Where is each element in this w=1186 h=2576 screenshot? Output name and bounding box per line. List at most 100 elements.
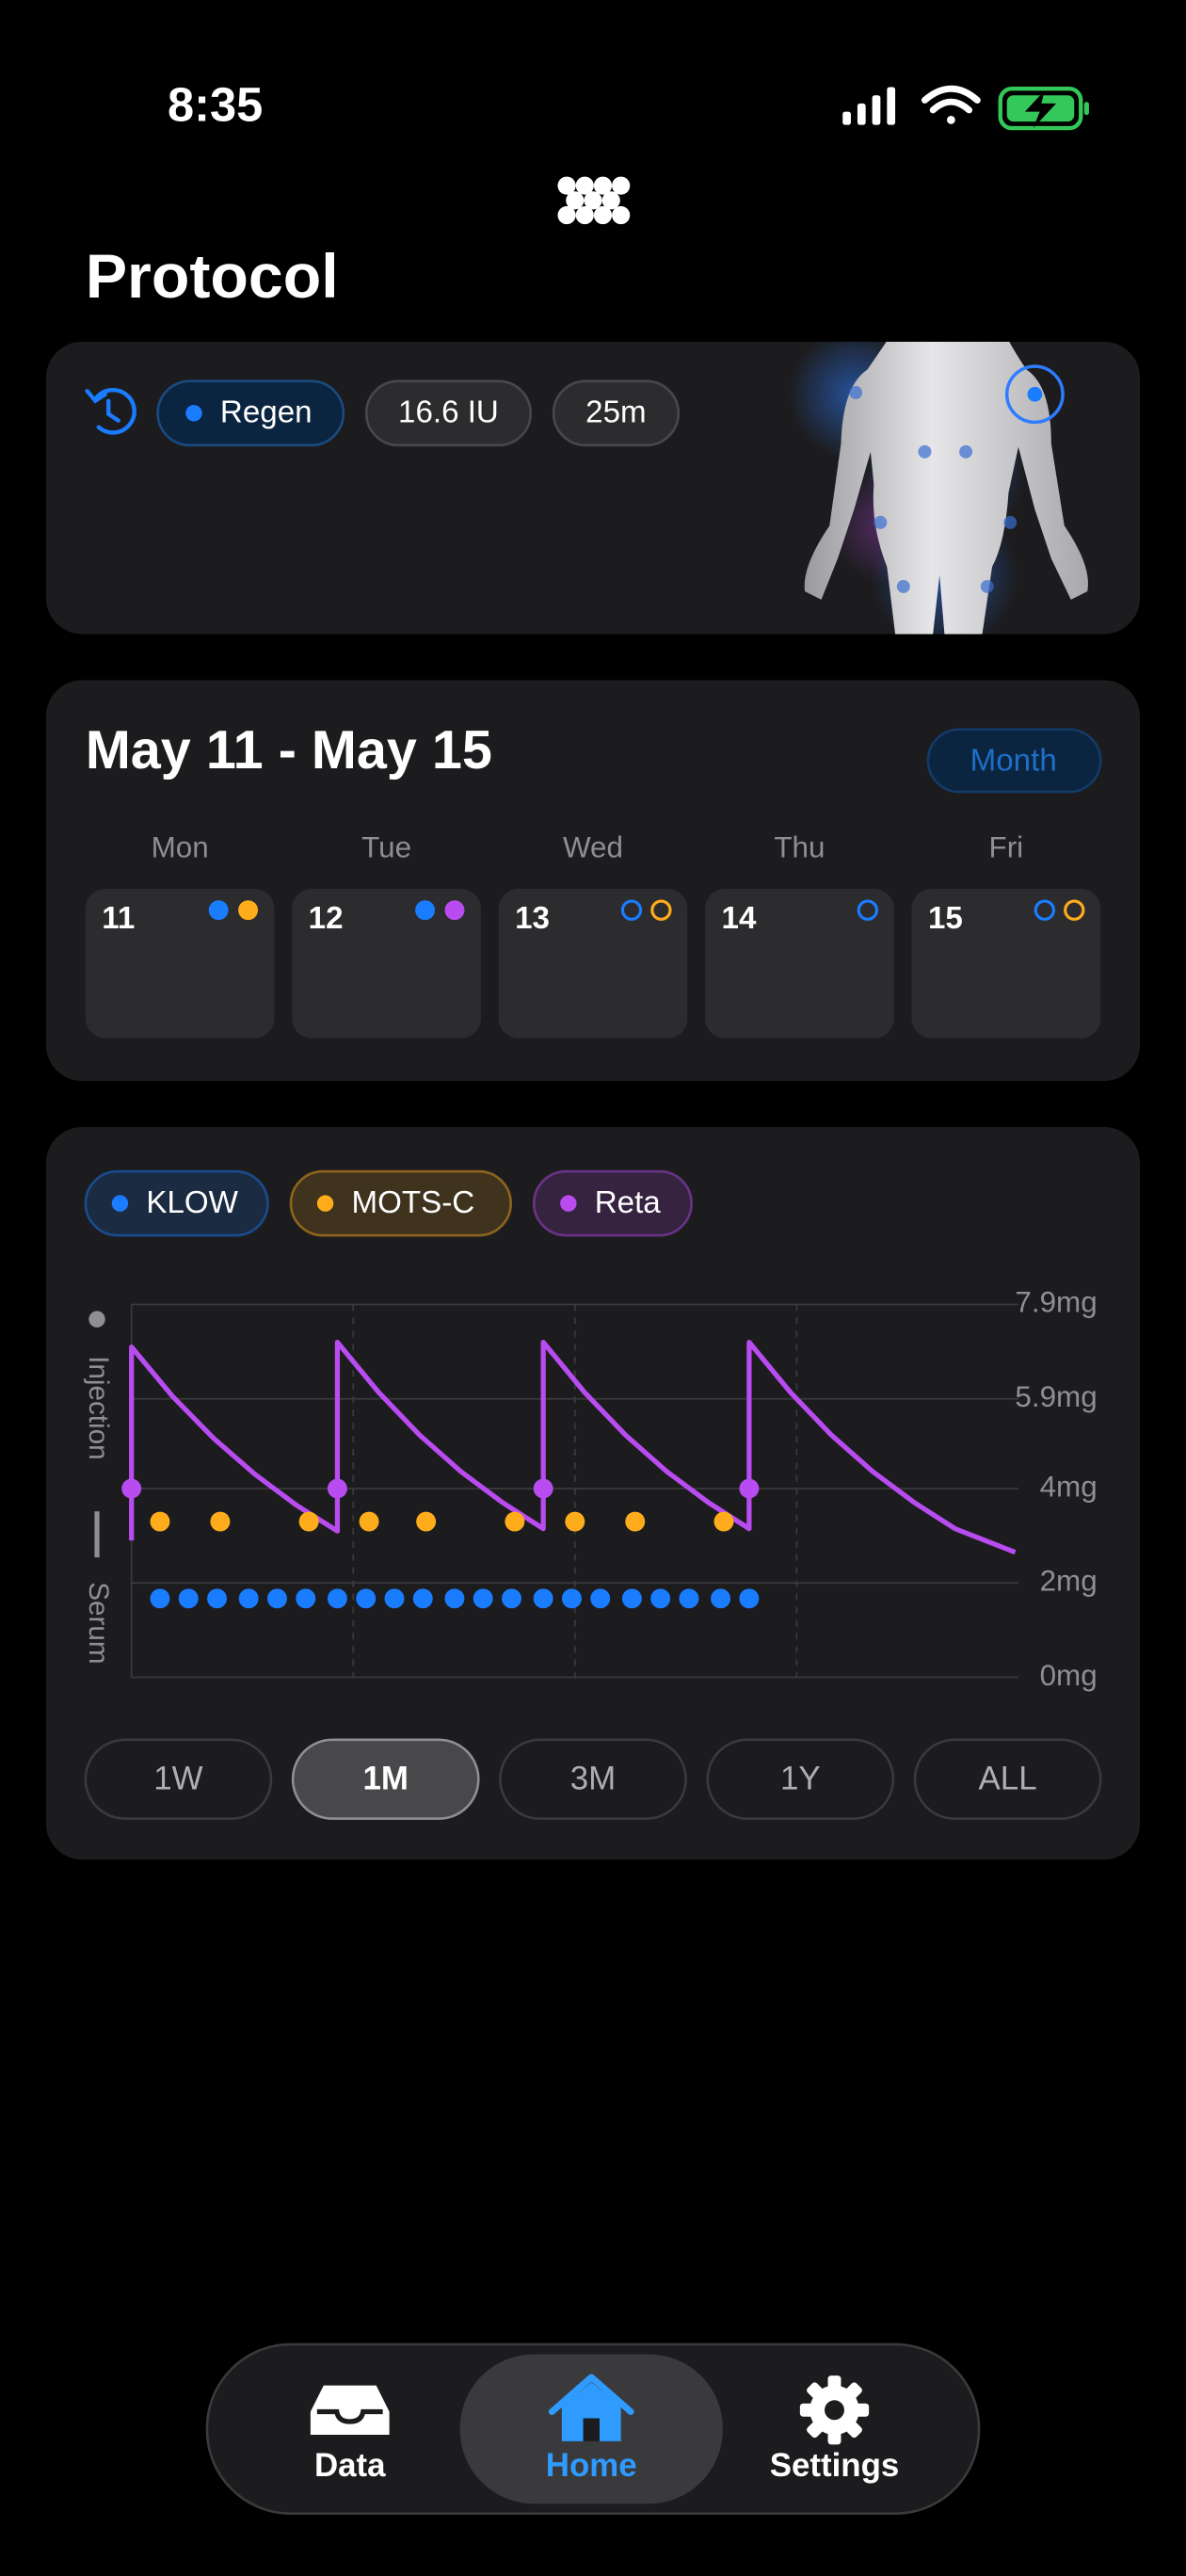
dose-dot: [384, 1588, 405, 1609]
day-number: 14: [722, 901, 757, 936]
dose-dot: [650, 1588, 671, 1609]
weekday-label: Mon: [152, 830, 209, 863]
day-cell[interactable]: [292, 888, 481, 1038]
weekday-label: Thu: [774, 830, 825, 863]
day-marker: [208, 900, 229, 921]
weekday-label: Wed: [563, 830, 623, 863]
inbox-icon[interactable]: [310, 2385, 390, 2435]
day-marker: [857, 899, 879, 921]
body-figure: [788, 341, 1088, 635]
dose-dot: [238, 1588, 259, 1609]
range-button-label[interactable]: 3M: [570, 1761, 616, 1797]
day-marker: [650, 899, 672, 921]
injection-dot: [739, 1478, 760, 1499]
home-icon[interactable]: [548, 2374, 634, 2441]
injection-dot: [327, 1478, 347, 1499]
dose-dot: [150, 1588, 170, 1609]
injection-dot: [533, 1478, 553, 1499]
dose-dot: [356, 1588, 377, 1609]
gear-icon[interactable]: [799, 2375, 870, 2445]
dose-dot: [561, 1588, 582, 1609]
range-button[interactable]: [913, 1738, 1102, 1820]
day-cell[interactable]: [705, 888, 894, 1038]
dose-dot: [267, 1588, 287, 1609]
legend-pill[interactable]: [84, 1169, 269, 1237]
tab-label[interactable]: Settings: [770, 2447, 900, 2484]
dose-dot: [210, 1511, 231, 1532]
dose-dot: [359, 1511, 379, 1532]
legend-dot: [111, 1195, 129, 1212]
day-marker: [1064, 899, 1085, 921]
dose-dot: [412, 1588, 433, 1609]
y-tick-label: 0mg: [1040, 1659, 1098, 1692]
legend-label: MOTS-C: [352, 1185, 475, 1220]
dose-dot: [533, 1588, 553, 1609]
y-tick-label: 5.9mg: [1015, 1380, 1097, 1413]
day-marker: [1034, 899, 1056, 921]
day-cell[interactable]: [85, 888, 275, 1038]
day-cell[interactable]: [498, 888, 688, 1038]
day-cell[interactable]: [911, 888, 1101, 1038]
range-button-label[interactable]: ALL: [979, 1761, 1037, 1797]
date-range: May 11 - May 15: [86, 720, 492, 781]
range-button[interactable]: [291, 1738, 480, 1820]
dose-dot: [711, 1588, 731, 1609]
dose-dot: [502, 1588, 521, 1609]
chip[interactable]: [156, 379, 345, 447]
legend-dot: [560, 1195, 577, 1212]
dose-dot: [505, 1511, 525, 1532]
signal-icon: [842, 87, 896, 125]
day-number: 11: [102, 901, 135, 936]
day-marker: [415, 900, 436, 921]
day-marker: [620, 899, 643, 921]
history-icon[interactable]: [85, 388, 136, 435]
tab-label[interactable]: Data: [314, 2447, 386, 2484]
injection-legend-dot: [88, 1311, 105, 1328]
chip-label: 25m: [585, 394, 646, 429]
dose-dot: [679, 1588, 699, 1609]
weekday-label: Tue: [361, 830, 411, 863]
range-button-label[interactable]: 1Y: [780, 1761, 821, 1797]
legend-pill[interactable]: [532, 1169, 694, 1237]
dose-dot: [625, 1511, 646, 1532]
range-button[interactable]: [84, 1738, 273, 1820]
chip-label: 16.6 IU: [398, 394, 499, 429]
dose-dot: [150, 1511, 170, 1532]
range-button[interactable]: [706, 1738, 895, 1820]
range-button-label[interactable]: 1M: [362, 1761, 408, 1797]
dose-dot: [296, 1588, 316, 1609]
legend-dot: [316, 1195, 334, 1212]
wifi-icon: [921, 85, 981, 124]
dose-dot: [473, 1588, 493, 1609]
legend-label: KLOW: [146, 1185, 238, 1220]
day-number: 12: [309, 901, 344, 936]
chip-dot: [185, 405, 202, 422]
chip[interactable]: [552, 379, 681, 447]
app-logo: [557, 176, 631, 225]
day-number: 13: [515, 901, 550, 936]
range-button[interactable]: [499, 1738, 687, 1820]
weekday-label: Fri: [989, 830, 1024, 863]
dose-dot: [565, 1511, 585, 1532]
page-title: Protocol: [86, 242, 339, 312]
range-button-label[interactable]: 1W: [153, 1761, 202, 1797]
dose-dot: [739, 1588, 760, 1609]
battery-icon: [998, 87, 1089, 131]
y-tick-label: 4mg: [1040, 1470, 1098, 1503]
day-number: 15: [928, 901, 963, 936]
legend-pill[interactable]: [289, 1169, 513, 1237]
month-button-label[interactable]: Month: [970, 743, 1057, 778]
chip[interactable]: [364, 379, 533, 447]
dose-dot: [416, 1511, 437, 1532]
chart-card: [45, 1127, 1141, 1860]
dose-dot: [207, 1588, 228, 1609]
injection-label: Injection: [83, 1356, 114, 1459]
month-button[interactable]: [926, 728, 1102, 794]
serum-line: [129, 1339, 1017, 1555]
legend-label: Reta: [595, 1185, 662, 1220]
dose-dot: [298, 1511, 319, 1532]
tab-label[interactable]: Home: [546, 2447, 637, 2484]
dose-dot: [590, 1588, 611, 1609]
